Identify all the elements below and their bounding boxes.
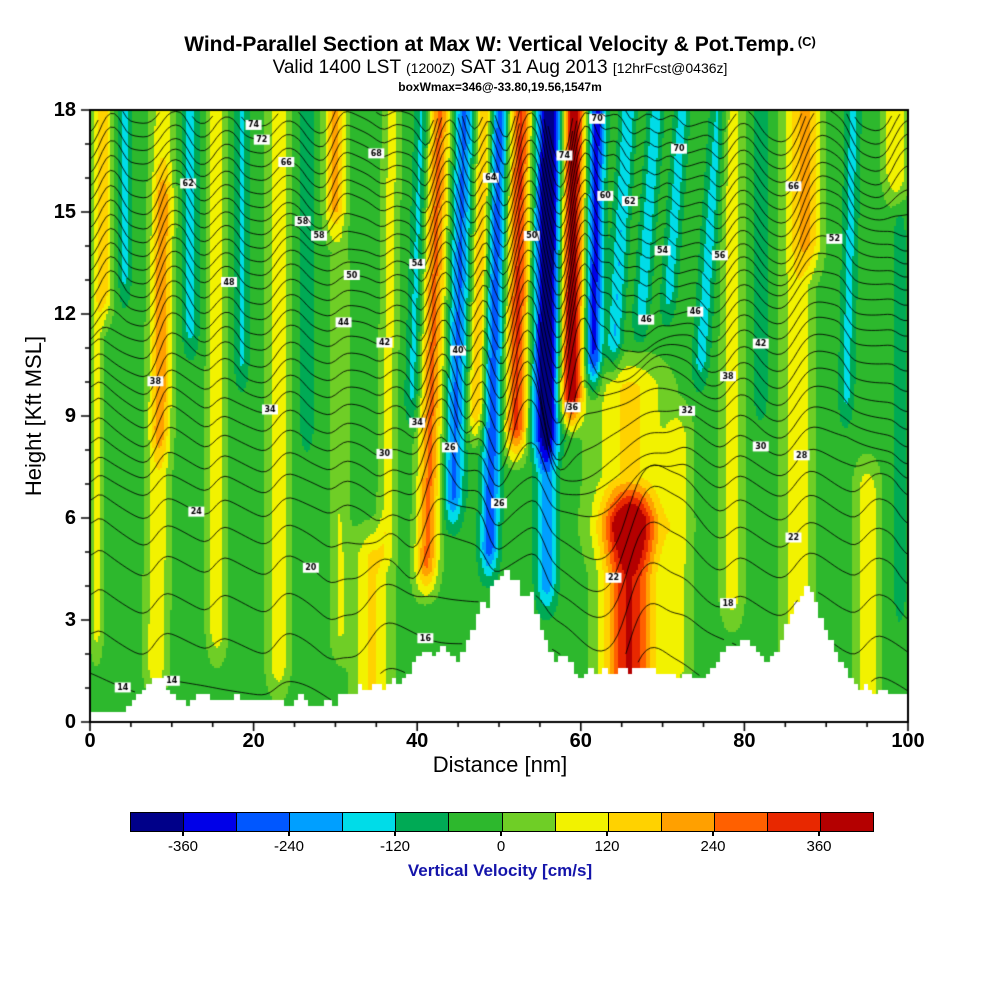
y-axis-label: Height [Kft MSL] (21, 335, 46, 497)
valid-date-text: SAT 31 Aug 2013 (455, 57, 613, 78)
colorbar (130, 812, 874, 832)
colorbar-segment (342, 813, 396, 831)
wmax-annotation: boxWmax=346@-33.80,19.56,1547m (398, 80, 602, 94)
colorbar-segment (820, 813, 874, 831)
y-tick-label: 12 (53, 303, 76, 325)
y-tick-label: 15 (53, 201, 76, 223)
y-tick-label: 18 (53, 99, 76, 121)
colorbar-tick-label: 360 (806, 838, 832, 855)
forecast-lead-text: [12hrFcst@0436z] (612, 60, 728, 76)
colorbar-segment (131, 813, 184, 831)
colorbar-tick-label: 120 (594, 838, 620, 855)
cross-section-plot-canvas (78, 98, 920, 734)
colorbar-segment (713, 813, 767, 831)
y-tick-label: 6 (64, 507, 76, 529)
y-tick-label: 0 (64, 711, 76, 733)
colorbar-segment (236, 813, 290, 831)
chart-valid-line: Valid 1400 LST (1200Z) SAT 31 Aug 2013 [… (0, 57, 1000, 79)
colorbar-tick-label: -360 (167, 838, 199, 855)
colorbar-segment (501, 813, 555, 831)
valid-time-text: Valid 1400 LST (272, 57, 407, 78)
x-axis-label: Distance [nm] (432, 752, 568, 777)
colorbar-segment (183, 813, 237, 831)
valid-zulu-text: (1200Z) (406, 60, 456, 76)
colorbar-tick-label: 240 (700, 838, 726, 855)
colorbar-segment (289, 813, 343, 831)
chart-title: Wind-Parallel Section at Max W: Vertical… (0, 33, 1000, 57)
colorbar-segment (395, 813, 449, 831)
colorbar-tick-label: -240 (273, 838, 305, 855)
colorbar-segment (660, 813, 714, 831)
colorbar-tick-label: -120 (379, 838, 411, 855)
chart-title-text: Wind-Parallel Section at Max W: Vertical… (184, 33, 795, 56)
colorbar-tick-label: 0 (496, 838, 506, 855)
colorbar-segment (554, 813, 608, 831)
colorbar-segment (448, 813, 502, 831)
chart-title-units: (C) (797, 34, 816, 49)
colorbar-segment (607, 813, 661, 831)
colorbar-label: Vertical Velocity [cm/s] (407, 861, 593, 880)
colorbar-segment (766, 813, 821, 831)
y-tick-label: 3 (64, 609, 76, 631)
